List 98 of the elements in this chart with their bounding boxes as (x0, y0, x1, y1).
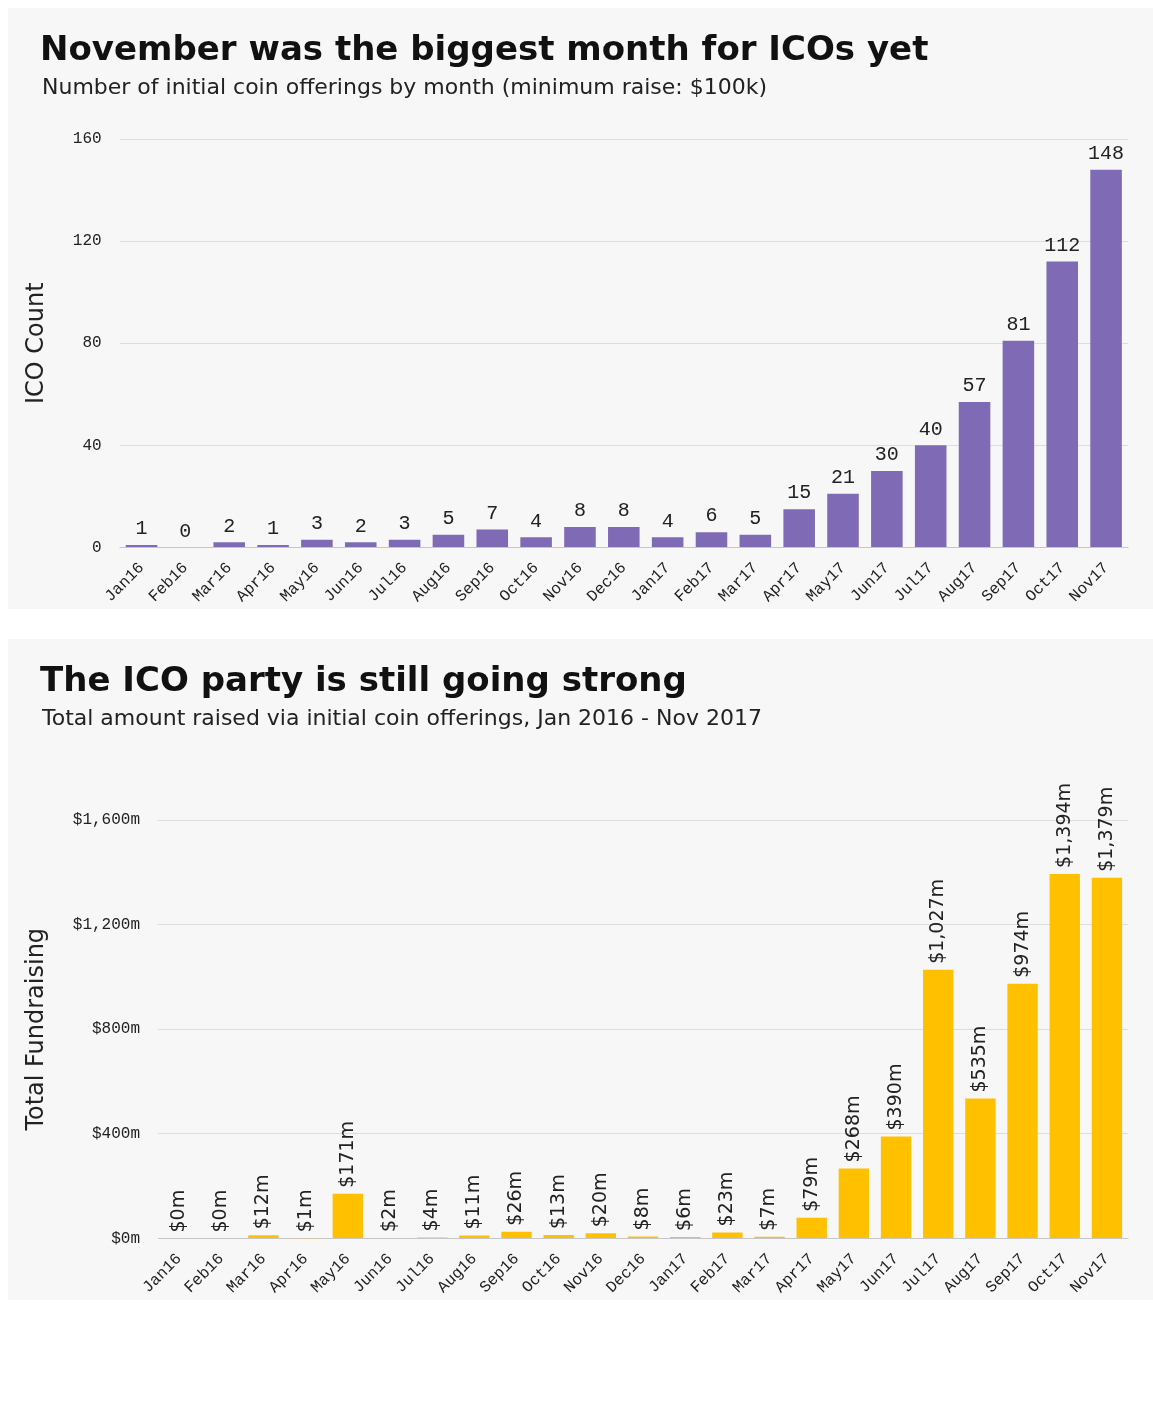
bar (838, 1168, 870, 1238)
data-label: 8 (617, 499, 630, 523)
data-label: 0 (179, 519, 192, 543)
bar (585, 1233, 617, 1238)
y-tick-label: $1,600m (72, 811, 141, 830)
y-axis-title: Total Fundraising (20, 927, 49, 1132)
bar (1049, 873, 1080, 1238)
bar (125, 544, 158, 547)
bar (871, 470, 903, 547)
y-tick-label: $800m (92, 1020, 141, 1039)
data-label: $13m (545, 1174, 568, 1230)
data-label: $535m (967, 1025, 990, 1093)
data-label: 21 (831, 466, 856, 490)
data-label: $1,394m (1051, 782, 1074, 868)
data-label: $79m (798, 1157, 821, 1212)
bar (213, 542, 245, 547)
y-tick-label: 0 (92, 538, 102, 557)
data-label: 81 (1006, 312, 1031, 336)
data-label: $1,379m (1093, 786, 1116, 872)
data-label: $1m (292, 1189, 315, 1233)
data-label: $2m (376, 1189, 399, 1232)
bar (332, 1193, 363, 1238)
bar (1091, 877, 1123, 1238)
data-label: 3 (310, 512, 323, 536)
y-tick-label: 160 (72, 130, 102, 149)
data-label: $390m (882, 1063, 905, 1131)
bar (923, 969, 954, 1238)
chart-title: November was the biggest month for ICOs yet (40, 28, 930, 68)
bar (476, 529, 509, 547)
data-label: 57 (962, 374, 987, 398)
chart-subtitle: Number of initial coin offerings by month (minimum raise: $100k) (42, 74, 769, 99)
data-label: $0m (166, 1189, 189, 1233)
data-label: $1,027m (925, 878, 948, 964)
y-tick-label: $1,200m (72, 915, 141, 934)
data-label: 40 (918, 417, 943, 441)
bar (914, 445, 947, 547)
data-label: 6 (705, 504, 718, 528)
bar (1002, 340, 1035, 547)
data-label: 1 (267, 517, 280, 541)
data-label: $12m (250, 1174, 273, 1230)
y-tick-label: 40 (82, 436, 102, 455)
bar (1090, 169, 1122, 547)
data-label: $8m (629, 1187, 652, 1231)
data-label: 4 (661, 509, 674, 533)
data-label: 3 (398, 512, 411, 536)
bar (965, 1098, 996, 1238)
y-axis-title: ICO Count (20, 282, 49, 405)
bar (248, 1235, 279, 1238)
data-label: $11m (461, 1174, 484, 1230)
data-label: $7m (756, 1187, 779, 1231)
data-label: $0m (208, 1189, 231, 1233)
y-tick-label: $400m (92, 1125, 141, 1144)
data-label: 148 (1088, 141, 1125, 165)
data-label: $20m (587, 1172, 610, 1228)
data-label: $6m (672, 1188, 695, 1231)
data-label: $974m (1009, 910, 1032, 978)
data-label: 2 (354, 514, 367, 538)
bar (301, 539, 333, 547)
data-label: $23m (714, 1171, 737, 1227)
bar (783, 509, 815, 547)
y-tick-label: 80 (82, 334, 102, 353)
bar (564, 527, 596, 547)
bar (520, 537, 552, 547)
chart-subtitle: Total amount raised via initial coin offerings, Jan 2016 - Nov 2017 (42, 705, 763, 730)
bar (827, 493, 859, 547)
data-label: $4m (419, 1188, 442, 1232)
bar (432, 534, 465, 547)
bar (388, 539, 421, 547)
data-label: 4 (530, 509, 543, 533)
bar (739, 534, 772, 547)
data-label: 8 (573, 499, 586, 523)
y-tick-label: $0m (111, 1229, 141, 1248)
data-label: 2 (223, 514, 236, 538)
bar (501, 1231, 532, 1238)
data-label: 15 (787, 481, 812, 505)
data-label: 112 (1044, 233, 1081, 257)
bar (712, 1232, 743, 1238)
bar (1007, 983, 1038, 1238)
bar (543, 1235, 574, 1238)
chart-title: The ICO party is still going strong (40, 659, 688, 699)
data-label: 1 (135, 517, 148, 541)
data-label: 5 (749, 507, 762, 531)
data-label: $268m (840, 1095, 863, 1163)
bar (257, 544, 289, 547)
bar (651, 537, 684, 547)
bar (880, 1136, 912, 1238)
data-label: 5 (442, 507, 455, 531)
bar (608, 527, 640, 547)
data-label: 30 (874, 443, 899, 467)
bar (695, 532, 728, 547)
data-label: $26m (503, 1170, 526, 1226)
data-label: 7 (486, 501, 499, 525)
bar (1046, 261, 1079, 547)
y-tick-label: 120 (72, 232, 102, 251)
data-label: $171m (334, 1120, 357, 1188)
bar (344, 542, 377, 547)
bar (796, 1217, 827, 1238)
bar (958, 401, 991, 547)
